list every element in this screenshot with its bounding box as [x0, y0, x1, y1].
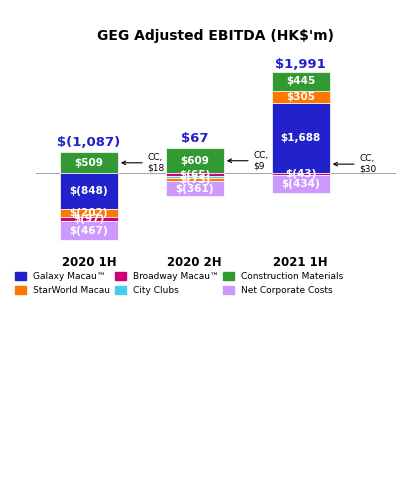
Text: $305: $305	[286, 92, 315, 102]
Text: CC,
$9: CC, $9	[228, 151, 269, 170]
Bar	[60, 221, 118, 240]
Text: CC,
$18: CC, $18	[122, 153, 165, 172]
Text: $(202): $(202)	[69, 208, 108, 218]
Bar	[166, 173, 224, 176]
Bar	[60, 209, 118, 217]
Text: $(361): $(361)	[175, 184, 214, 194]
Text: $(434): $(434)	[281, 179, 320, 189]
Text: $67: $67	[181, 132, 208, 145]
Bar	[166, 178, 224, 181]
Text: $509: $509	[74, 158, 103, 168]
Title: GEG Adjusted EBITDA (HK$'m): GEG Adjusted EBITDA (HK$'m)	[97, 29, 335, 43]
Bar	[166, 176, 224, 178]
Text: $(467): $(467)	[69, 226, 108, 236]
Text: $1,991: $1,991	[275, 58, 326, 71]
Bar	[166, 181, 224, 196]
Text: $(848): $(848)	[69, 186, 108, 196]
Text: CC,
$30: CC, $30	[334, 155, 377, 174]
Bar	[272, 72, 330, 91]
Text: $1,688: $1,688	[281, 133, 321, 144]
Bar	[60, 217, 118, 221]
Text: $445: $445	[286, 76, 315, 86]
Bar	[166, 148, 224, 173]
Legend: Galaxy Macau™, StarWorld Macau, Broadway Macau™, City Clubs, Construction Materi: Galaxy Macau™, StarWorld Macau, Broadway…	[12, 268, 347, 299]
Text: $(43): $(43)	[285, 169, 316, 180]
Text: $609: $609	[180, 156, 209, 166]
Bar	[272, 103, 330, 173]
Text: $(73): $(73)	[179, 175, 210, 185]
Text: $(65): $(65)	[179, 170, 210, 180]
Bar	[60, 173, 118, 209]
Bar	[272, 175, 330, 193]
Bar	[60, 152, 118, 173]
Bar	[272, 173, 330, 175]
Text: $(97): $(97)	[73, 214, 104, 224]
Bar	[272, 91, 330, 103]
Text: $(1,087): $(1,087)	[57, 136, 120, 149]
